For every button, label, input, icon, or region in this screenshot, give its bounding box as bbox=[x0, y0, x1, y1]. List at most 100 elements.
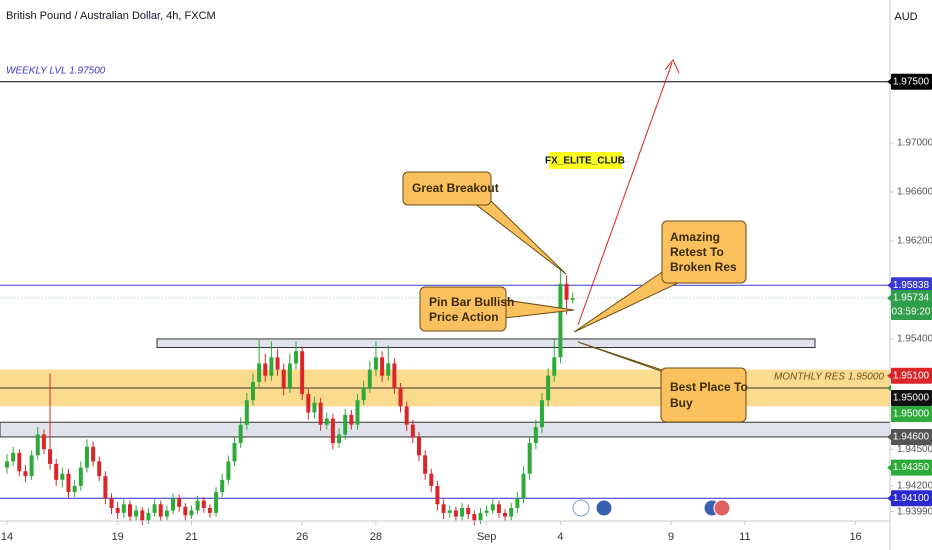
candle-body bbox=[17, 452, 22, 472]
candle-body bbox=[23, 471, 28, 477]
candle-body bbox=[263, 363, 268, 376]
y-tick-label: 1.96200 bbox=[897, 236, 932, 247]
price-tag-label: 1.97500 bbox=[893, 76, 930, 87]
weekly-label: WEEKLY LVL 1.97500 bbox=[6, 66, 106, 77]
x-tick-label: 4 bbox=[557, 531, 563, 543]
candle-body bbox=[312, 402, 317, 413]
candle-body bbox=[558, 283, 563, 358]
candle-body bbox=[361, 387, 366, 401]
club-box bbox=[549, 152, 622, 169]
candle-body bbox=[478, 512, 483, 521]
candle-body bbox=[97, 461, 102, 477]
y-tick-label: 1.97000 bbox=[897, 138, 932, 149]
callout-breakout: Great Breakout bbox=[402, 171, 567, 275]
candle-body bbox=[496, 504, 501, 513]
candle-body bbox=[91, 446, 96, 462]
candle-body bbox=[503, 512, 508, 517]
candle-body bbox=[337, 434, 342, 444]
event-icon[interactable] bbox=[713, 499, 731, 517]
price-tag-label: 1.95838 bbox=[893, 280, 930, 291]
price-tag-label: 1.95000 bbox=[893, 393, 930, 404]
candle-body bbox=[564, 283, 569, 300]
zone bbox=[156, 338, 816, 349]
candle-body bbox=[164, 510, 169, 517]
y-tick-label: 1.96600 bbox=[897, 187, 932, 198]
y-tick-label: 1.94200 bbox=[897, 481, 932, 492]
candle-body bbox=[250, 381, 255, 401]
candle-body bbox=[404, 406, 409, 425]
event-icon[interactable] bbox=[595, 499, 613, 517]
arrow-head bbox=[664, 59, 680, 74]
candle-body bbox=[29, 455, 34, 477]
countdown: 03:59:20 bbox=[892, 307, 931, 318]
callout-text: Pin Bar Bullish bbox=[429, 295, 514, 309]
price-tag-label: 1.94100 bbox=[893, 493, 930, 504]
candles bbox=[5, 269, 575, 526]
chart-title: British Pound / Australian Dollar, 4h, F… bbox=[6, 10, 216, 22]
candle-body bbox=[435, 485, 440, 505]
callout-text: Amazing bbox=[670, 230, 720, 244]
candle-body bbox=[121, 504, 126, 513]
candle-body bbox=[367, 369, 372, 388]
callout-text: Broken Res bbox=[670, 260, 737, 274]
club-label: FX_ELITE_CLUB bbox=[545, 156, 625, 167]
callout-pinbar: Pin Bar Bullish Price Action bbox=[419, 286, 575, 332]
candle-body bbox=[392, 363, 397, 388]
monthly-label: MONTHLY RES 1.95000 bbox=[774, 372, 884, 383]
callout-text: Retest To bbox=[670, 245, 724, 259]
candle-body bbox=[5, 461, 10, 468]
candle-body bbox=[484, 510, 489, 513]
candle-body bbox=[398, 387, 403, 407]
candle-body bbox=[441, 504, 446, 513]
candle-body bbox=[171, 498, 176, 511]
x-tick-label: 9 bbox=[668, 531, 674, 543]
x-tick-label: 11 bbox=[739, 531, 750, 543]
callout-box bbox=[661, 220, 747, 284]
price-tag bbox=[891, 405, 932, 422]
candle-body bbox=[318, 402, 323, 425]
price-tag-pointer bbox=[887, 464, 891, 471]
candle-body bbox=[539, 400, 544, 428]
price-tag-label: 1.94350 bbox=[893, 462, 930, 473]
x-tick-label: 26 bbox=[296, 531, 308, 543]
candle-body bbox=[244, 400, 249, 425]
price-tag-label: 1.95100 bbox=[893, 370, 930, 381]
candle-body bbox=[294, 351, 299, 364]
candle-body bbox=[429, 473, 434, 486]
price-tag-label: 1.95000 bbox=[893, 409, 930, 420]
callout-box bbox=[660, 367, 747, 423]
candle-body bbox=[232, 443, 237, 462]
candle-body bbox=[466, 507, 471, 515]
candle-body bbox=[386, 363, 391, 376]
callout-text: Great Breakout bbox=[412, 181, 499, 195]
candle-body bbox=[533, 427, 538, 444]
candle-body bbox=[380, 357, 385, 376]
candle-body bbox=[207, 507, 212, 513]
candle-body bbox=[570, 298, 575, 300]
candle-body bbox=[103, 476, 108, 499]
y-tick-label: 1.94500 bbox=[897, 444, 932, 455]
candle-body bbox=[423, 455, 428, 474]
x-tick-label: Sep bbox=[477, 531, 497, 543]
y-tick-label: 1.95400 bbox=[897, 334, 932, 345]
candle-body bbox=[158, 504, 163, 517]
candle-body bbox=[349, 414, 354, 425]
price-tag bbox=[891, 290, 932, 321]
price-tag-pointer bbox=[887, 433, 891, 440]
price-tag-pointer bbox=[887, 282, 891, 289]
candle-body bbox=[373, 357, 378, 370]
candle-body bbox=[115, 507, 120, 513]
candle-body bbox=[66, 473, 71, 493]
candle-body bbox=[546, 375, 551, 401]
candle-body bbox=[78, 467, 83, 486]
candle-body bbox=[269, 357, 274, 376]
callout-box bbox=[402, 171, 492, 206]
candle-body bbox=[127, 504, 132, 517]
candle-body bbox=[134, 510, 139, 517]
zone bbox=[0, 421, 891, 438]
event-icon[interactable] bbox=[572, 499, 590, 517]
price-tag-pointer bbox=[887, 372, 891, 379]
currency[interactable]: AUD bbox=[894, 11, 917, 23]
callout-text: Price Action bbox=[429, 310, 499, 324]
